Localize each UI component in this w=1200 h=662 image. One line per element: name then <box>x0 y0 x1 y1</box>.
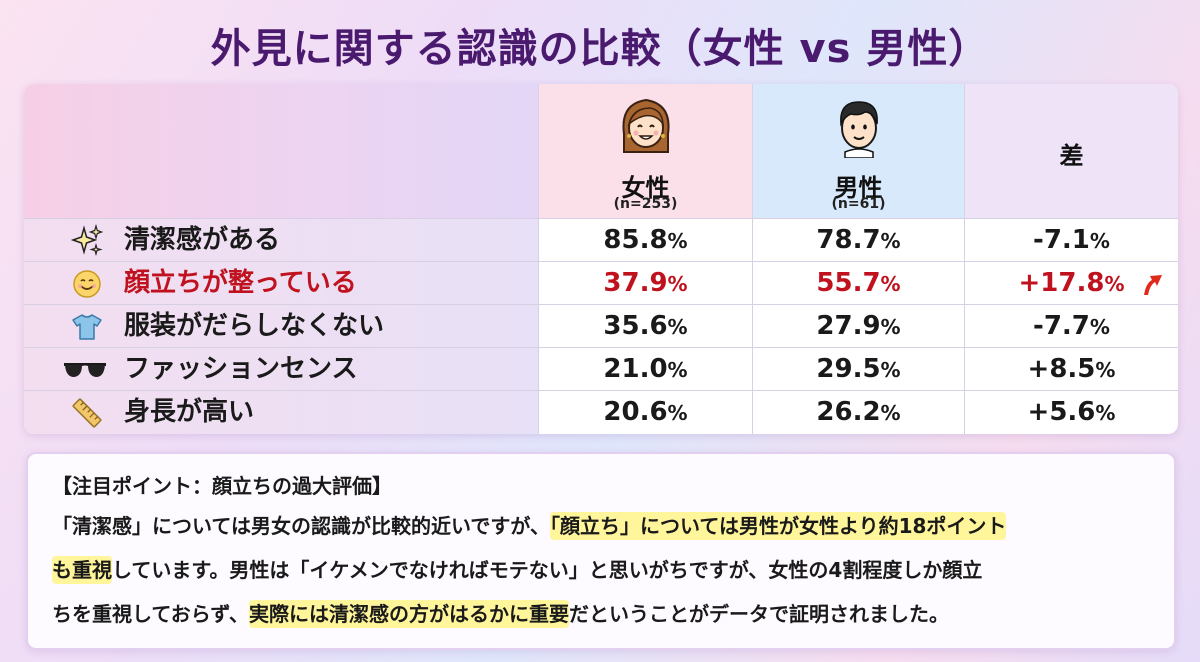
ruler-icon <box>70 396 104 430</box>
woman-avatar-icon <box>621 98 670 153</box>
smiling-face-icon <box>70 267 104 301</box>
women-value: 37.9% <box>538 262 752 305</box>
table-row: 清潔感がある 85.8% 78.7% -7.1% <box>24 218 1178 262</box>
up-arrow-icon <box>1144 275 1162 295</box>
men-value: 27.9% <box>752 305 964 348</box>
item-cell: 清潔感がある <box>24 219 538 262</box>
header-blank-cell <box>24 84 538 218</box>
table-row: 服装がだらしなくない 35.6% 27.9% -7.7% <box>24 304 1178 348</box>
diff-value: +5.6% <box>964 391 1178 434</box>
table-row: ファッションセンス 21.0% 29.5% +8.5% <box>24 347 1178 391</box>
man-avatar-icon <box>839 101 878 158</box>
key-point-line-2: も重視しています。男性は「イケメンでなければモテない」と思いがちですが、女性の4… <box>52 556 983 584</box>
table-row-highlighted: 顔立ちが整っている 37.9% 55.7% +17.8% <box>24 261 1178 305</box>
women-column-label: 女性 <box>621 174 670 202</box>
men-value: 29.5% <box>752 348 964 391</box>
key-point-line-3: ちを重視しておらず、実際には清潔感の方がはるかに重要だということがデータで証明さ… <box>52 600 949 628</box>
item-label: 顔立ちが整っている <box>124 268 357 298</box>
women-value: 20.6% <box>538 391 752 434</box>
item-label: 清潔感がある <box>124 225 281 255</box>
item-cell: ファッションセンス <box>24 348 538 391</box>
diff-value: -7.7% <box>964 305 1178 348</box>
key-point-line-1: 「清潔感」については男女の認識が比較的近いですが、「顔立ち」については男性が女性… <box>52 512 1007 540</box>
men-column-label: 男性 <box>834 174 883 202</box>
sunglasses-icon <box>62 353 108 387</box>
men-value: 26.2% <box>752 391 964 434</box>
men-sample-size: (n=61) <box>831 196 886 212</box>
women-value: 21.0% <box>538 348 752 391</box>
comparison-table: 女性 (n=253) 男性 (n=61) 差 清潔感がある <box>24 84 1178 434</box>
highlight-marker: 実際には清潔感の方がはるかに重要 <box>249 600 569 628</box>
header-women: 女性 (n=253) <box>538 84 752 218</box>
item-cell: 顔立ちが整っている <box>24 262 538 305</box>
table-row: 身長が高い 20.6% 26.2% +5.6% <box>24 390 1178 434</box>
sparkles-icon <box>70 224 104 258</box>
diff-column-label: 差 <box>1059 142 1084 170</box>
tshirt-icon <box>70 310 104 344</box>
key-point-box: 【注目ポイント：顔立ちの過大評価】 「清潔感」については男女の認識が比較的近いで… <box>26 452 1176 650</box>
item-label: 身長が高い <box>124 397 255 427</box>
men-value: 78.7% <box>752 219 964 262</box>
men-value: 55.7% <box>752 262 964 305</box>
item-cell: 身長が高い <box>24 391 538 434</box>
diff-value: -7.1% <box>964 219 1178 262</box>
header-diff: 差 <box>964 84 1178 218</box>
header-men: 男性 (n=61) <box>752 84 964 218</box>
item-label: 服装がだらしなくない <box>124 311 385 341</box>
diff-value: +8.5% <box>964 348 1178 391</box>
women-value: 85.8% <box>538 219 752 262</box>
women-value: 35.6% <box>538 305 752 348</box>
item-label: ファッションセンス <box>124 354 358 384</box>
page-title: 外見に関する認識の比較（女性 vs 男性） <box>210 26 990 72</box>
highlight-marker: 「顔立ち」については男性が女性より約18ポイント <box>550 512 1007 540</box>
diff-value: +17.8% <box>964 262 1178 305</box>
women-sample-size: (n=253) <box>613 196 678 212</box>
highlight-marker: も重視 <box>52 556 112 584</box>
item-cell: 服装がだらしなくない <box>24 305 538 348</box>
key-point-heading: 【注目ポイント：顔立ちの過大評価】 <box>52 474 392 498</box>
